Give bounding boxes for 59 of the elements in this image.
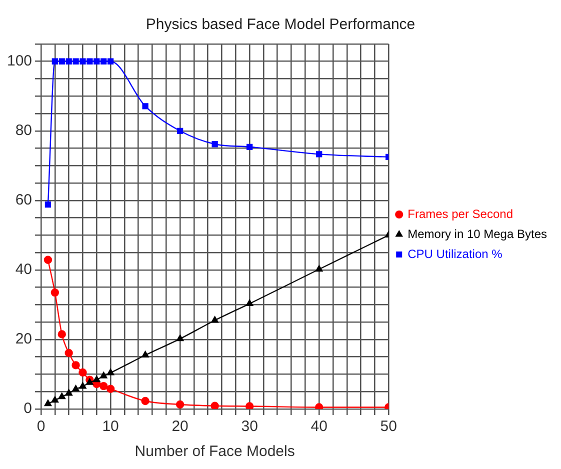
- point: [51, 396, 59, 403]
- point: [100, 372, 108, 378]
- legend-label: CPU Utilization %: [408, 246, 503, 261]
- point: [64, 348, 73, 358]
- point: [176, 400, 184, 409]
- point: [106, 368, 114, 376]
- point: [100, 58, 107, 64]
- point: [210, 402, 219, 409]
- point: [65, 389, 72, 396]
- point: [58, 58, 65, 64]
- point: [245, 402, 254, 409]
- point: [44, 256, 52, 264]
- point: [176, 334, 184, 342]
- y-tick-label: 80: [15, 122, 32, 140]
- x-tick-label: 50: [380, 418, 397, 436]
- point: [246, 300, 254, 306]
- x-tick-label: 20: [172, 418, 188, 436]
- y-tick-label: 20: [15, 330, 32, 348]
- point: [94, 58, 100, 64]
- point: [99, 382, 108, 390]
- point: [246, 144, 253, 150]
- point: [44, 202, 52, 208]
- y-tick-label: 60: [15, 192, 32, 209]
- point: [142, 351, 149, 358]
- point: [58, 330, 66, 338]
- point: [72, 385, 80, 392]
- y-tick-label: 0: [24, 400, 32, 418]
- point: [72, 58, 79, 64]
- point: [79, 382, 86, 389]
- point: [86, 58, 93, 64]
- x-tick-label: 30: [241, 418, 258, 436]
- point: [142, 103, 148, 110]
- point: [86, 378, 94, 385]
- point: [316, 151, 322, 158]
- point: [176, 128, 184, 134]
- point: [72, 361, 80, 370]
- point: [78, 368, 87, 377]
- point: [211, 316, 218, 323]
- x-tick-label: 0: [36, 418, 46, 436]
- point: [315, 265, 323, 272]
- y-tick-label: 100: [6, 52, 32, 70]
- point: [141, 396, 150, 406]
- legend-label: Memory in 10 Mega Bytes: [408, 226, 547, 241]
- point: [93, 376, 100, 382]
- y-tick-label: 40: [15, 261, 32, 278]
- x-tick-label: 40: [310, 418, 328, 436]
- point: [80, 58, 86, 64]
- point: [44, 400, 52, 406]
- legend-label: Frames per Second: [408, 206, 513, 221]
- point: [107, 58, 114, 64]
- point: [50, 288, 60, 297]
- x-tick-label: 10: [102, 418, 119, 436]
- point: [66, 58, 72, 64]
- point: [106, 384, 115, 393]
- chart-title: Physics based Face Model Performance: [146, 16, 416, 34]
- point: [52, 58, 58, 64]
- x-axis-title: Number of Face Models: [134, 443, 295, 460]
- point: [58, 392, 66, 400]
- point: [212, 141, 218, 148]
